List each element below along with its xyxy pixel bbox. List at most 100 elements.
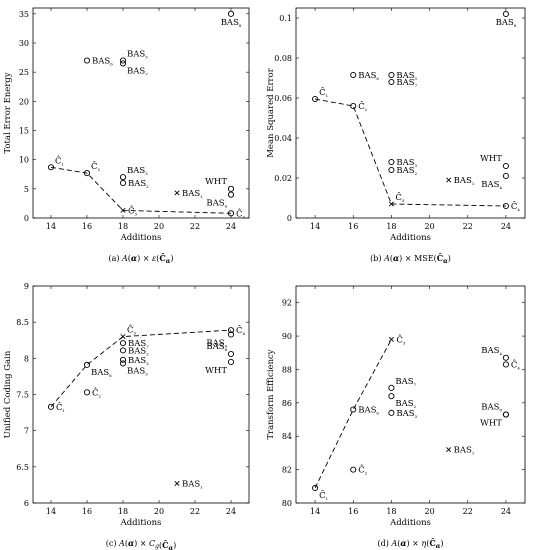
data-point-circle	[502, 172, 509, 180]
data-point-circle	[350, 71, 357, 79]
data-label: BAS₆	[358, 406, 379, 417]
data-label: Ĉ₁	[56, 401, 65, 414]
y-tick-label: 82	[282, 466, 292, 475]
x-tick-label: 20	[154, 222, 164, 231]
data-label: Ĉ₃	[395, 191, 405, 204]
data-label: Ĉ₄	[236, 324, 246, 337]
data-label: BAS₃	[396, 409, 417, 420]
data-point-circle	[119, 356, 127, 363]
proposed-front-line	[50, 166, 232, 214]
data-point-x	[120, 334, 126, 340]
data-point-circle	[119, 174, 127, 181]
data-label: BAS₅	[127, 366, 148, 377]
data-label: Ĉ₄	[236, 207, 246, 220]
data-label: WHT	[205, 366, 227, 376]
x-tick-label: 16	[348, 222, 358, 231]
data-point-x	[446, 177, 452, 183]
data-label: Ĉ₂	[358, 100, 368, 113]
data-point-circle	[119, 57, 127, 64]
x-tick-label: 24	[501, 222, 511, 231]
plot-frame	[295, 7, 526, 219]
x-tick-label: 18	[386, 222, 396, 231]
data-label: Ĉ₁	[319, 489, 328, 502]
y-tick-label: 6	[24, 499, 29, 508]
data-label: BAS₃	[396, 158, 417, 169]
data-point-x	[120, 207, 126, 213]
data-label: Ĉ₂	[92, 386, 102, 399]
y-tick-label: 5	[24, 185, 29, 194]
y-tick-label: 0.08	[274, 54, 292, 63]
data-label: WHT	[205, 177, 227, 187]
data-point-circle	[388, 166, 395, 174]
y-tick-label: 35	[19, 10, 29, 19]
data-label: BAS₆	[91, 368, 112, 379]
y-tick-label: 0	[24, 214, 29, 223]
data-label: BAS₈	[206, 342, 227, 353]
panel-caption: (b) A(α) × MSE(Ĉα)	[370, 253, 451, 265]
y-tick-label: 6.5	[16, 463, 29, 472]
x-axis-label: Additions	[120, 233, 162, 243]
y-tick-label: 0.02	[274, 174, 292, 183]
data-point-circle	[119, 347, 127, 354]
data-point-circle	[83, 389, 91, 396]
data-point-circle	[388, 71, 395, 79]
data-label: BAS₁	[454, 176, 475, 187]
data-label: BAS₁	[182, 479, 203, 490]
y-axis-label: Unified Coding Gain	[3, 350, 13, 438]
data-label: Ĉ₂	[91, 160, 101, 173]
data-label: Ĉ₃	[127, 324, 137, 337]
data-label: BAS₇	[396, 78, 417, 89]
data-point-circle	[350, 406, 357, 413]
data-point-circle	[312, 95, 319, 103]
y-tick-label: 7	[24, 427, 29, 436]
x-tick-label: 14	[310, 222, 320, 231]
data-point-circle	[119, 360, 127, 367]
data-point-x	[388, 201, 394, 207]
x-tick-label: 20	[154, 507, 164, 516]
y-tick-label: 15	[19, 127, 29, 136]
y-tick-label: 30	[19, 39, 29, 48]
data-label: BAS₆	[92, 57, 113, 68]
y-tick-label: 9	[24, 282, 29, 291]
data-point-circle	[119, 179, 127, 187]
data-label: BAS₅	[396, 71, 417, 82]
data-point-circle	[83, 57, 91, 64]
data-label: BAS₃	[128, 356, 149, 367]
data-label: Ĉ₂	[358, 464, 368, 477]
data-label: BAS₇	[127, 66, 148, 77]
y-axis-label: Total Error Energy	[3, 72, 13, 153]
data-point-circle	[119, 60, 127, 67]
x-tick-label: 24	[501, 507, 511, 516]
x-axis-label: Additions	[389, 233, 431, 243]
x-tick-label: 16	[82, 507, 92, 516]
data-label: BAS₈	[496, 18, 517, 29]
data-point-circle	[227, 358, 235, 366]
data-point-circle	[227, 327, 235, 334]
x-tick-label: 20	[424, 507, 434, 516]
data-point-x	[174, 190, 180, 196]
x-tick-label: 16	[82, 222, 92, 231]
data-point-circle	[502, 202, 509, 210]
data-point-circle	[119, 340, 127, 347]
data-point-circle	[502, 361, 509, 368]
data-label: BAS₁	[182, 189, 203, 200]
data-point-circle	[388, 78, 395, 86]
data-point-circle	[502, 411, 509, 418]
data-label: BAS₃	[127, 166, 148, 177]
data-point-circle	[83, 170, 91, 177]
plot-frame	[295, 285, 526, 504]
y-tick-label: 0.04	[274, 134, 292, 143]
data-point-circle	[502, 10, 509, 18]
x-tick-label: 18	[386, 507, 396, 516]
data-label: BAS₂	[396, 166, 417, 177]
x-tick-label: 14	[46, 222, 56, 231]
panel-b: 14 16 18 20 22 24 0 0.02 0.04 0.06 0.08 0.1 Addition…	[266, 7, 526, 265]
proposed-front-line	[315, 98, 506, 207]
data-point-circle	[227, 191, 235, 198]
x-tick-label: 14	[46, 507, 56, 516]
y-tick-label: 84	[282, 432, 292, 441]
panel-c: 14 16 18 20 22 24 6 6.5 7 7.5 8 8.5 9 Additions Unifie…	[3, 282, 250, 550]
data-point-circle	[227, 10, 235, 17]
data-point-circle	[502, 162, 509, 170]
